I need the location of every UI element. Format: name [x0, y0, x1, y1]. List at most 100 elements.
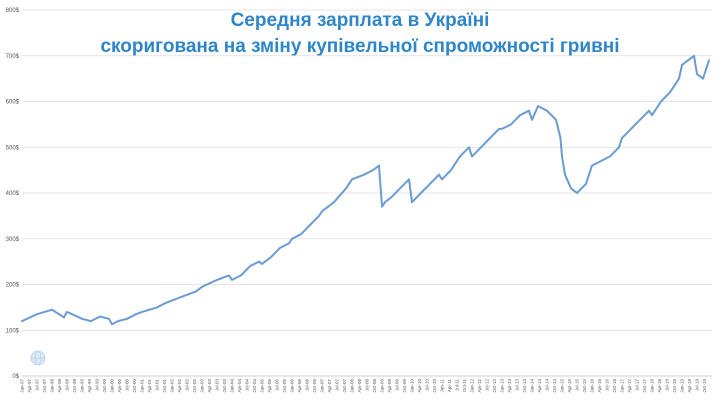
x-tick-label: Apr-14 — [537, 379, 542, 393]
x-tick-label: Jan-19 — [680, 379, 685, 393]
y-tick-label: 0$ — [12, 374, 19, 380]
x-tick-label: Oct-01 — [162, 379, 167, 393]
x-tick-label: Jul-10 — [425, 379, 430, 392]
x-tick-label: Oct-09 — [402, 379, 407, 393]
x-tick-label: Oct-97 — [42, 379, 47, 393]
x-tick-label: Jan-98 — [50, 379, 55, 393]
x-tick-label: Oct-19 — [702, 379, 707, 393]
x-tick-label: Jan-05 — [260, 379, 265, 393]
x-tick-label: Jul-13 — [515, 379, 520, 392]
x-tick-label: Jul-98 — [65, 379, 70, 392]
x-tick-label: Jul-14 — [545, 379, 550, 392]
x-tick-label: Apr-02 — [177, 379, 182, 393]
x-tick-label: Oct-17 — [642, 379, 647, 393]
x-tick-label: Jan-06 — [290, 379, 295, 393]
y-tick-label: 800$ — [6, 8, 20, 14]
x-tick-label: Jan-18 — [650, 379, 655, 393]
x-tick-label: Jan-01 — [140, 379, 145, 393]
x-tick-label: Oct-05 — [282, 379, 287, 393]
x-tick-label: Jul-18 — [665, 379, 670, 392]
x-tick-label: Oct-03 — [222, 379, 227, 393]
x-tick-label: Apr-17 — [627, 379, 632, 393]
x-tick-label: Jan-12 — [470, 379, 475, 393]
grid — [22, 9, 712, 331]
x-tick-label: Jul-03 — [215, 379, 220, 392]
y-tick-label: 100$ — [6, 328, 20, 334]
x-tick-label: Jan-97 — [20, 379, 25, 393]
x-tick-label: Apr-13 — [507, 379, 512, 393]
x-tick-label: Oct-07 — [342, 379, 347, 393]
x-tick-label: Jul-08 — [365, 379, 370, 392]
y-tick-label: 600$ — [6, 100, 20, 106]
x-tick-label: Apr-09 — [387, 379, 392, 393]
x-tick-label: Apr-07 — [327, 379, 332, 393]
y-tick-label: 500$ — [6, 145, 20, 151]
x-tick-label: Jan-15 — [560, 379, 565, 393]
x-tick-label: Jan-00 — [110, 379, 115, 393]
x-tick-label: Jul-16 — [605, 379, 610, 392]
x-tick-label: Jul-07 — [335, 379, 340, 392]
x-tick-label: Jan-09 — [380, 379, 385, 393]
x-tick-label: Oct-16 — [612, 379, 617, 393]
x-tick-label: Oct-10 — [432, 379, 437, 393]
x-tick-label: Apr-10 — [417, 379, 422, 393]
x-tick-label: Apr-08 — [357, 379, 362, 393]
x-tick-label: Apr-00 — [117, 379, 122, 393]
x-tick-label: Apr-12 — [477, 379, 482, 393]
x-tick-label: Apr-15 — [567, 379, 572, 393]
x-tick-label: Oct-18 — [672, 379, 677, 393]
series-layer — [21, 54, 710, 326]
x-tick-label: Jul-17 — [635, 379, 640, 392]
x-tick-label: Jul-97 — [35, 379, 40, 392]
x-tick-label: Jul-12 — [485, 379, 490, 392]
x-tick-label: Apr-04 — [237, 379, 242, 393]
x-tick-label: Jul-02 — [185, 379, 190, 392]
x-tick-label: Jul-05 — [275, 379, 280, 392]
x-tick-label: Apr-18 — [657, 379, 662, 393]
x-tick-label: Jul-04 — [245, 379, 250, 392]
x-tick-label: Jul-01 — [155, 379, 160, 392]
y-axis-ticks: 0$ 100$ 200$ 300$ 400$ 500$ 600$ 700$ 800$ — [6, 8, 20, 380]
chart-title: Середня зарплата в Україні — [230, 10, 490, 31]
x-tick-label: Jul-19 — [695, 379, 700, 392]
x-axis-ticks: Jan-97 Apr-97 Jul-97 Oct-97 Jan-98 Apr-98 Jul-… — [20, 379, 708, 393]
x-tick-label: Apr-97 — [27, 379, 32, 393]
x-tick-label: Jul-00 — [125, 379, 130, 392]
x-tick-label: Jul-99 — [95, 379, 100, 392]
x-tick-label: Oct-06 — [312, 379, 317, 393]
x-tick-label: Jan-16 — [590, 379, 595, 393]
x-tick-label: Oct-08 — [372, 379, 377, 393]
x-tick-label: Apr-98 — [57, 379, 62, 393]
x-tick-label: Jan-10 — [410, 379, 415, 393]
x-tick-label: Oct-14 — [552, 379, 557, 393]
x-tick-label: Apr-06 — [297, 379, 302, 393]
x-tick-label: Apr-01 — [147, 379, 152, 393]
x-tick-label: Apr-16 — [597, 379, 602, 393]
y-tick-label: 200$ — [6, 283, 20, 289]
x-tick-label: Apr-05 — [267, 379, 272, 393]
x-tick-label: Jul-15 — [575, 379, 580, 392]
series-line — [21, 54, 710, 326]
x-tick-label: Oct-13 — [522, 379, 527, 393]
x-tick-label: Oct-98 — [72, 379, 77, 393]
x-tick-label: Jan-17 — [620, 379, 625, 393]
x-tick-label: Jul-11 — [455, 379, 460, 391]
x-tick-label: Jan-14 — [530, 379, 535, 393]
x-tick-label: Oct-99 — [102, 379, 107, 393]
x-tick-label: Jul-09 — [395, 379, 400, 392]
x-tick-label: Apr-11 — [447, 379, 452, 393]
x-tick-label: Jan-13 — [500, 379, 505, 393]
x-tick-label: Jul-06 — [305, 379, 310, 392]
x-tick-label: Jan-03 — [200, 379, 205, 393]
x-tick-label: Jan-08 — [350, 379, 355, 393]
x-tick-label: Jan-99 — [80, 379, 85, 393]
x-tick-label: Apr-99 — [87, 379, 92, 393]
x-tick-label: Oct-00 — [132, 379, 137, 393]
x-tick-label: Jan-11 — [440, 379, 445, 393]
x-tick-label: Oct-04 — [252, 379, 257, 393]
x-tick-label: Oct-02 — [192, 379, 197, 393]
logo — [30, 350, 46, 366]
x-tick-label: Jan-02 — [170, 379, 175, 393]
chart-subtitle: скоригована на зміну купівельної спромож… — [100, 36, 620, 57]
